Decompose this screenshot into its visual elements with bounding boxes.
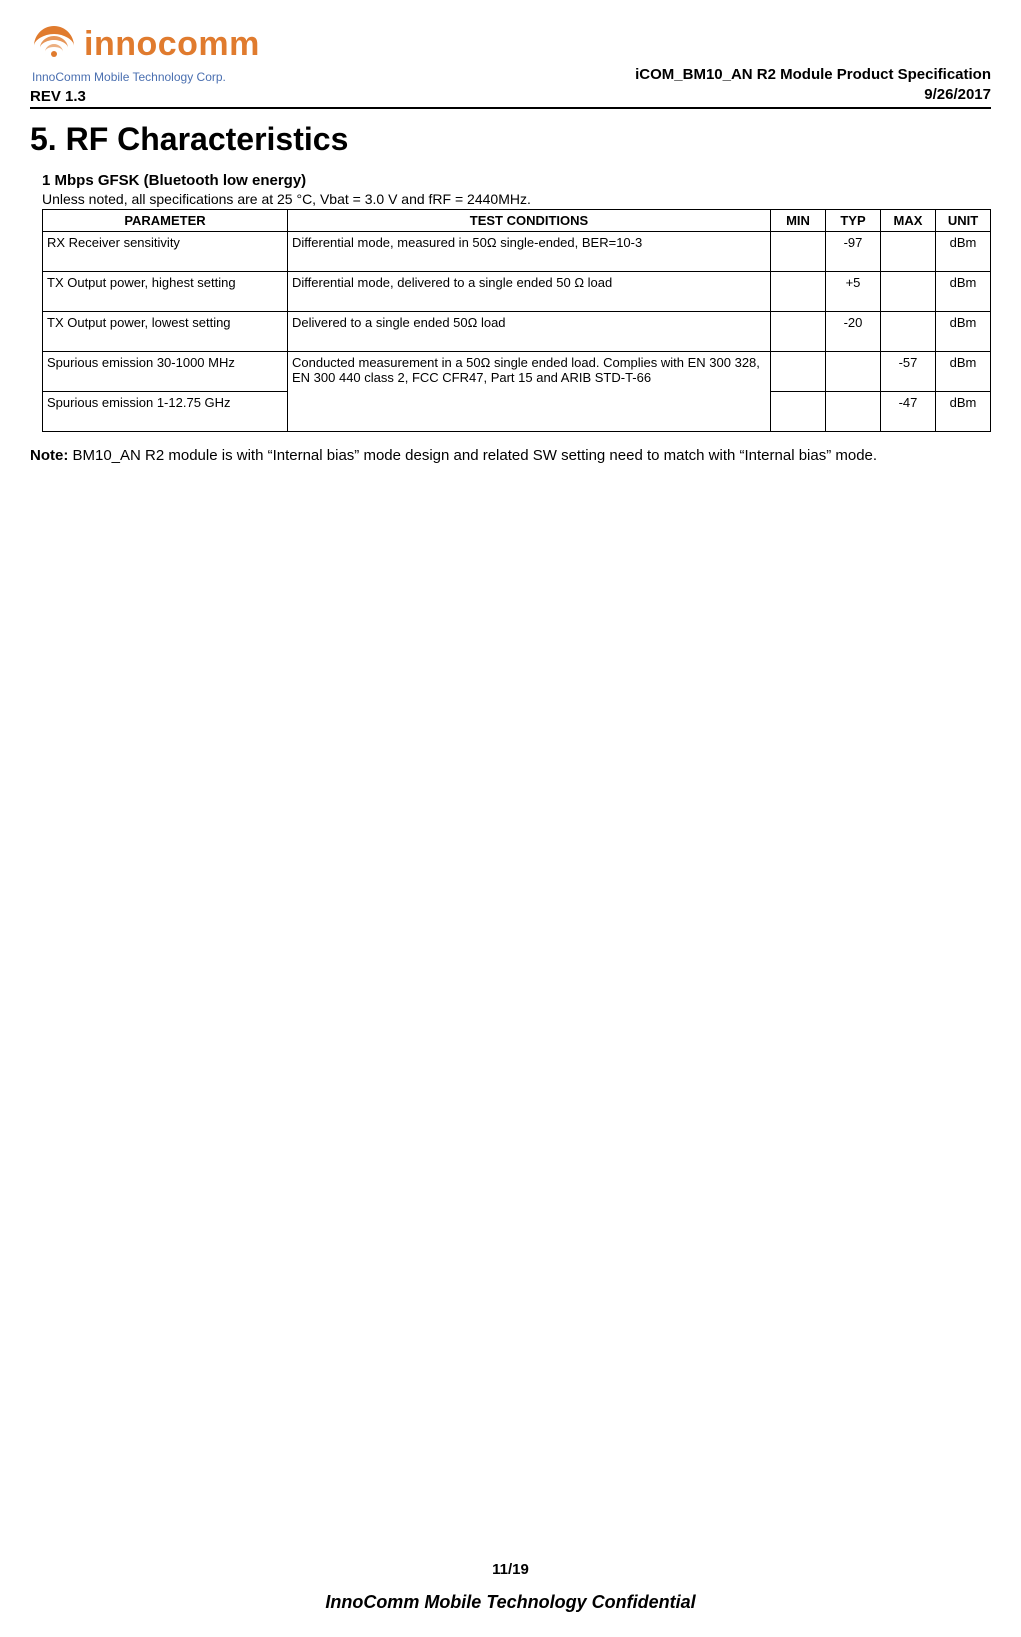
cell-typ: -97 xyxy=(826,232,881,272)
table-row: RX Receiver sensitivity Differential mod… xyxy=(43,232,991,272)
confidential-label: InnoComm Mobile Technology Confidential xyxy=(0,1592,1021,1613)
section-heading: 5. RF Characteristics xyxy=(30,121,991,158)
cell-cond: Delivered to a single ended 50Ω load xyxy=(288,312,771,352)
doc-title: iCOM_BM10_AN R2 Module Product Specifica… xyxy=(635,65,991,85)
cell-param: TX Output power, highest setting xyxy=(43,272,288,312)
spec-subtitle: 1 Mbps GFSK (Bluetooth low energy) xyxy=(42,172,991,189)
cell-min xyxy=(771,312,826,352)
th-max: MAX xyxy=(881,210,936,232)
page-number: 11/19 xyxy=(0,1561,1021,1578)
logo-block: innocomm InnoComm Mobile Technology Corp… xyxy=(30,20,260,105)
cell-cond: Differential mode, measured in 50Ω singl… xyxy=(288,232,771,272)
cell-unit: dBm xyxy=(936,272,991,312)
page-header: innocomm InnoComm Mobile Technology Corp… xyxy=(30,20,991,109)
header-right: iCOM_BM10_AN R2 Module Product Specifica… xyxy=(635,65,991,106)
logo-subtext: InnoComm Mobile Technology Corp. xyxy=(32,70,260,84)
cell-unit: dBm xyxy=(936,232,991,272)
cell-max: -57 xyxy=(881,352,936,392)
cell-typ: -20 xyxy=(826,312,881,352)
th-unit: UNIT xyxy=(936,210,991,232)
cell-max: -47 xyxy=(881,392,936,432)
cell-param: RX Receiver sensitivity xyxy=(43,232,288,272)
th-parameter: PARAMETER xyxy=(43,210,288,232)
th-conditions: TEST CONDITIONS xyxy=(288,210,771,232)
cell-typ: +5 xyxy=(826,272,881,312)
rf-spec-table: PARAMETER TEST CONDITIONS MIN TYP MAX UN… xyxy=(42,209,991,432)
cell-unit: dBm xyxy=(936,392,991,432)
cell-min xyxy=(771,392,826,432)
logo-row: innocomm xyxy=(30,20,260,68)
table-row: TX Output power, lowest setting Delivere… xyxy=(43,312,991,352)
cell-max xyxy=(881,312,936,352)
note-label: Note: xyxy=(30,447,68,464)
note-paragraph: Note: BM10_AN R2 module is with “Interna… xyxy=(30,446,991,466)
cell-cond: Differential mode, delivered to a single… xyxy=(288,272,771,312)
cell-max xyxy=(881,272,936,312)
cell-max xyxy=(881,232,936,272)
revision-label: REV 1.3 xyxy=(30,88,260,105)
logo-text: innocomm xyxy=(84,27,260,61)
cell-min xyxy=(771,232,826,272)
th-typ: TYP xyxy=(826,210,881,232)
conditions-note: Unless noted, all specifications are at … xyxy=(42,191,991,207)
doc-date: 9/26/2017 xyxy=(635,85,991,105)
cell-unit: dBm xyxy=(936,312,991,352)
th-min: MIN xyxy=(771,210,826,232)
cell-param: Spurious emission 1-12.75 GHz xyxy=(43,392,288,432)
table-header-row: PARAMETER TEST CONDITIONS MIN TYP MAX UN… xyxy=(43,210,991,232)
table-row: TX Output power, highest setting Differe… xyxy=(43,272,991,312)
cell-min xyxy=(771,272,826,312)
cell-param: Spurious emission 30-1000 MHz xyxy=(43,352,288,392)
cell-typ xyxy=(826,392,881,432)
cell-cond-merged: Conducted measurement in a 50Ω single en… xyxy=(288,352,771,432)
swoosh-icon xyxy=(30,20,78,68)
cell-typ xyxy=(826,352,881,392)
table-row: Spurious emission 30-1000 MHz Conducted … xyxy=(43,352,991,392)
note-text: BM10_AN R2 module is with “Internal bias… xyxy=(68,447,877,464)
cell-param: TX Output power, lowest setting xyxy=(43,312,288,352)
cell-unit: dBm xyxy=(936,352,991,392)
page-footer: 11/19 InnoComm Mobile Technology Confide… xyxy=(0,1561,1021,1613)
cell-min xyxy=(771,352,826,392)
